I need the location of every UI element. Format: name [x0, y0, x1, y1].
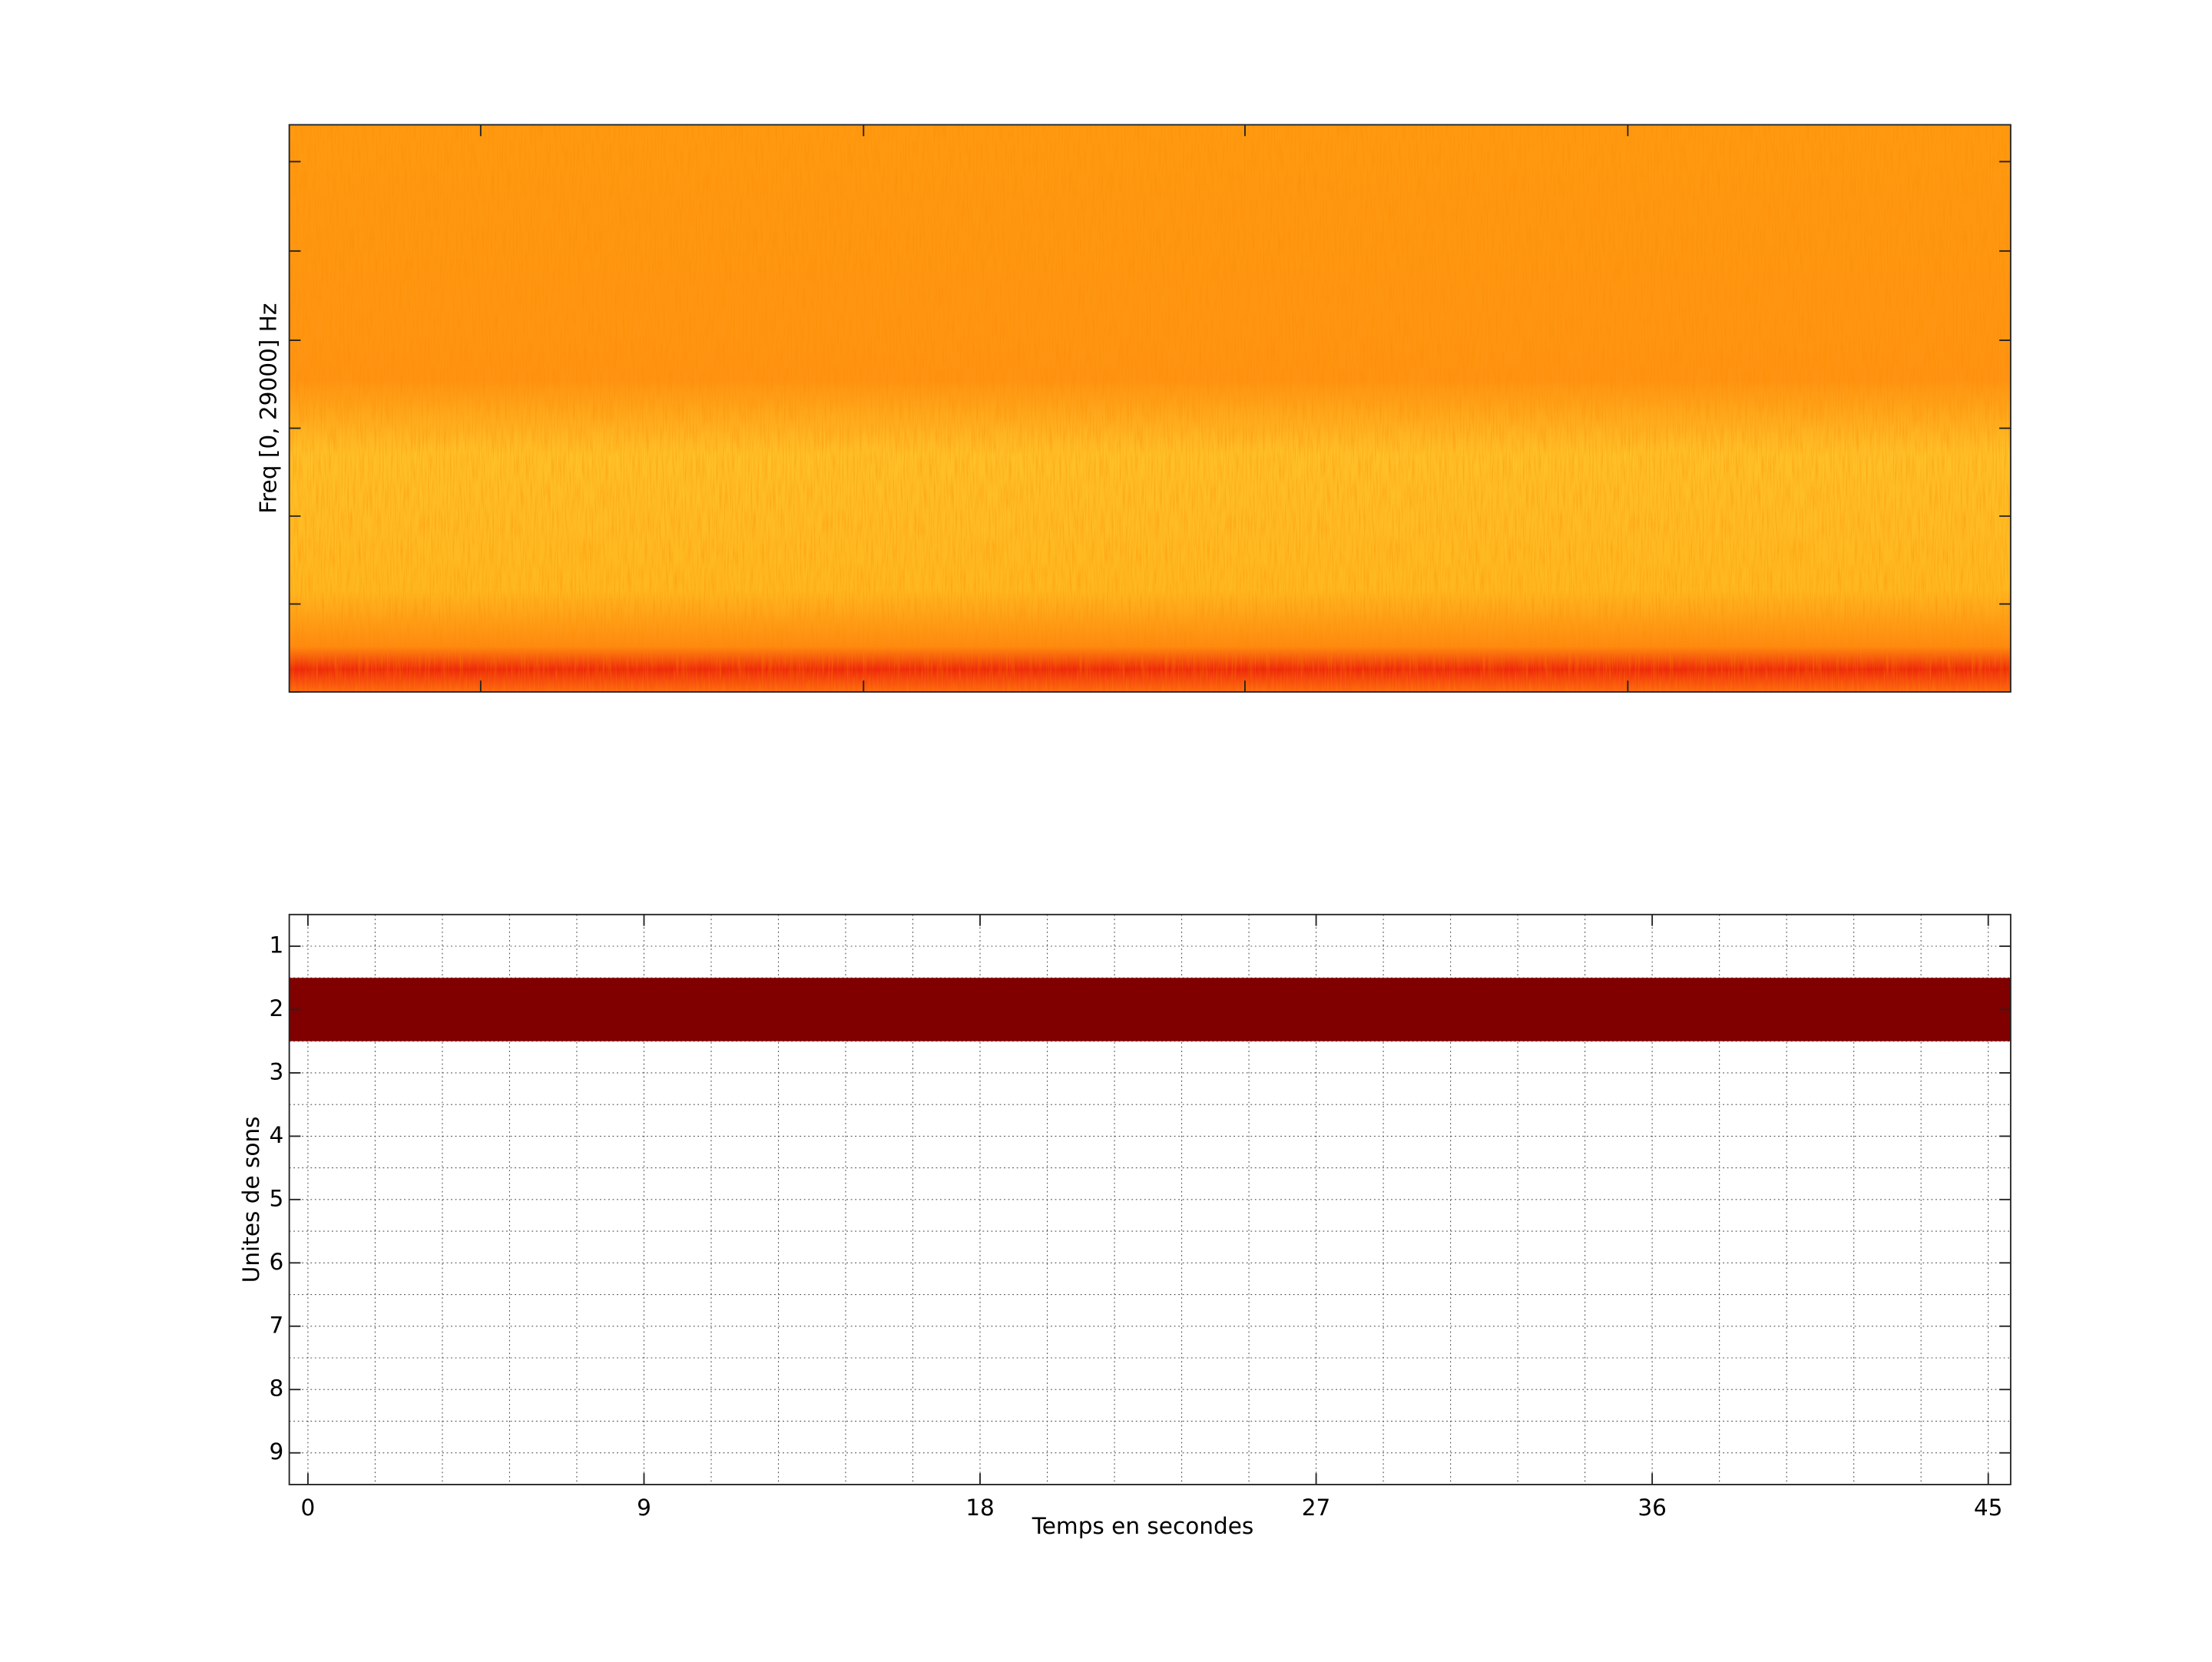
- spectrogram-axes: Freq [0, 29000] Hz: [255, 124, 2012, 693]
- x-axis-label: Temps en secondes: [1031, 1513, 1253, 1539]
- y-tick-label: 3: [269, 1058, 283, 1084]
- x-tick-label: 18: [965, 1495, 995, 1521]
- y-tick-label: 8: [269, 1376, 283, 1402]
- y-axis-label: Freq [0, 29000] Hz: [255, 303, 281, 514]
- x-tick-label: 36: [1637, 1495, 1667, 1521]
- y-tick-label: 7: [269, 1312, 283, 1338]
- y-tick-label: 1: [269, 932, 283, 958]
- y-tick-label: 6: [269, 1249, 283, 1275]
- x-tick-label: 45: [1974, 1495, 2003, 1521]
- y-tick-label: 4: [269, 1122, 283, 1148]
- axes-frame: [288, 913, 2012, 1485]
- unit-activity: [289, 978, 2011, 1041]
- y-tick-label: 5: [269, 1185, 283, 1211]
- x-tick-label: 9: [637, 1495, 651, 1521]
- y-axis-label: Unites de sons: [238, 1116, 264, 1283]
- y-tick-label: 9: [269, 1439, 283, 1465]
- x-tick-label: 27: [1302, 1495, 1331, 1521]
- tick-marks: [289, 124, 2011, 693]
- x-tick-label: 0: [301, 1495, 316, 1521]
- axes-frame: [288, 124, 2012, 693]
- spectrogram-texture: [289, 124, 2011, 692]
- y-tick-label: 2: [269, 995, 283, 1021]
